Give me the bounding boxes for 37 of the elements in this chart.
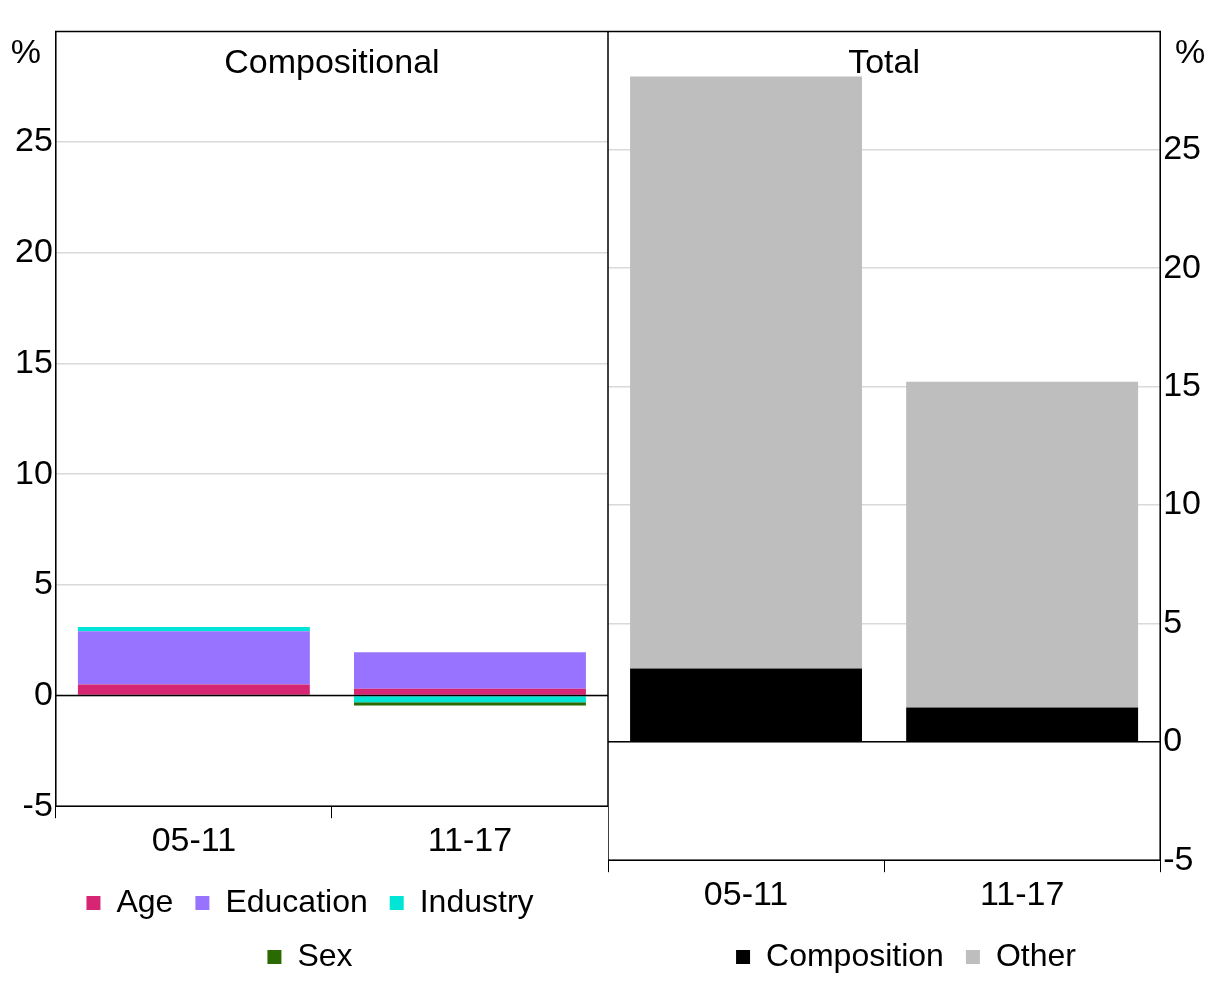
- y-tick-label: -5: [22, 784, 53, 823]
- bar: [354, 688, 586, 695]
- y2-tick-label: -5: [1163, 838, 1194, 877]
- y-tick-label: 15: [14, 341, 53, 380]
- bar: [630, 76, 862, 669]
- y2-tick-label: 0: [1163, 720, 1183, 759]
- y2-axis-title: %: [1175, 31, 1206, 70]
- legend-label: Other: [995, 936, 1077, 973]
- bar: [354, 702, 586, 706]
- bar: [77, 626, 310, 632]
- chart-title: Total: [848, 41, 920, 80]
- bar: [354, 696, 586, 703]
- bar: [906, 381, 1139, 708]
- y-tick-label: 10: [14, 452, 53, 491]
- legend-label: Education: [225, 882, 368, 919]
- bar: [354, 652, 586, 689]
- y-tick-label: 0: [33, 673, 53, 712]
- legend-label: Composition: [766, 936, 944, 973]
- legend-label: Age: [116, 882, 174, 919]
- bar: [77, 631, 310, 685]
- y2-tick-label: 15: [1163, 364, 1202, 403]
- y2-tick-label: 25: [1163, 128, 1202, 167]
- y2-tick-label: 5: [1163, 601, 1183, 640]
- x-tick-label: 05-11: [703, 873, 789, 912]
- y2-tick-label: 20: [1163, 246, 1202, 285]
- chart-title: Compositional: [224, 41, 440, 80]
- bar: [77, 684, 310, 695]
- x-tick-label: 11-17: [979, 873, 1065, 912]
- legend-label: Sex: [297, 936, 353, 973]
- y-axis-title: %: [10, 31, 41, 70]
- legend-label: Industry: [419, 882, 534, 919]
- y-tick-label: 25: [14, 120, 53, 159]
- x-tick-label: 11-17: [427, 819, 513, 858]
- y-tick-label: 5: [33, 563, 53, 602]
- x-tick-label: 05-11: [151, 819, 237, 858]
- y2-tick-label: 10: [1163, 483, 1202, 522]
- y-tick-label: 20: [14, 231, 53, 270]
